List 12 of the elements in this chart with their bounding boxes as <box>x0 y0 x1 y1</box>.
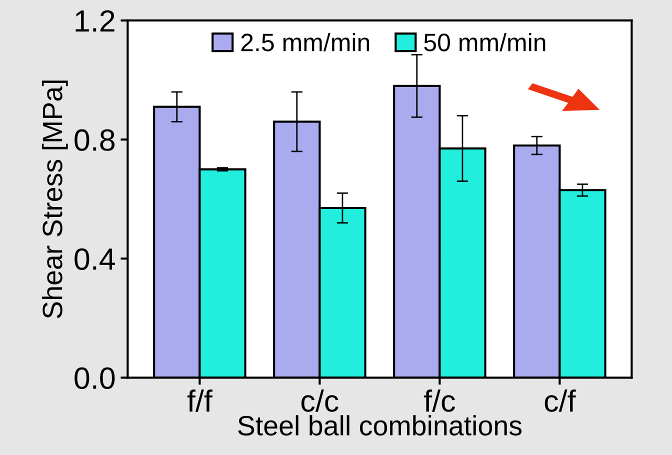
y-tick-label: 1.2 <box>76 10 114 32</box>
x-axis-title: Steel ball combinations <box>238 415 522 436</box>
legend-label: 50 mm/min <box>424 32 546 52</box>
y-tick-label: 0.8 <box>74 129 115 151</box>
y-tick-label: 0.4 <box>74 248 115 270</box>
legend-label: 2.5 mm/min <box>241 32 370 52</box>
y-axis-title: Shear Stress [MPa] <box>42 80 68 318</box>
x-tick-label: f/c <box>424 389 455 412</box>
x-tick-label: f/f <box>187 389 212 412</box>
x-tick-label: c/f <box>544 389 576 412</box>
x-tick-label: c/c <box>301 389 338 412</box>
y-tick-label: 0.0 <box>74 367 115 390</box>
